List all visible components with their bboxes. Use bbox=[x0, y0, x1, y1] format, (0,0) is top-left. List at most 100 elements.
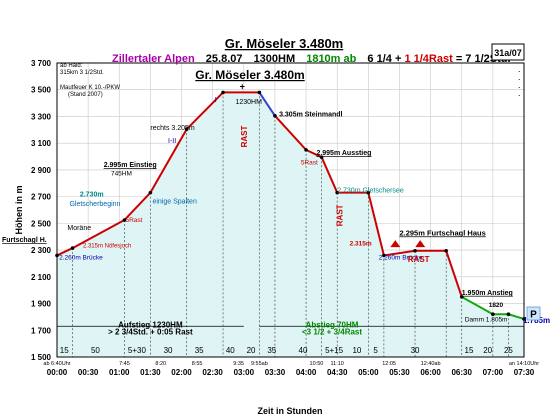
dot-3: . bbox=[518, 88, 521, 98]
profile-segment bbox=[383, 249, 416, 257]
segment-minutes-label: 20 bbox=[247, 346, 256, 355]
x-tick-label: 03:00 bbox=[234, 368, 255, 377]
profile-segment bbox=[186, 91, 224, 130]
rechts-label: rechts 3.205m bbox=[150, 125, 195, 132]
x-tick-label: 02:00 bbox=[171, 368, 192, 377]
tour-code: 31a/07 bbox=[494, 48, 522, 58]
clock-time-label: an 14:10Uhr bbox=[509, 361, 539, 367]
x-tick-label: 06:30 bbox=[451, 368, 472, 377]
subtitle-time-a: 6 1/4 + bbox=[367, 53, 404, 65]
x-tick-label: 00:30 bbox=[78, 368, 99, 377]
moraene-label: Moräne bbox=[67, 225, 91, 232]
clock-time-label: 9:35 bbox=[233, 361, 244, 367]
p1820-label: 1820 bbox=[489, 302, 504, 309]
y-tick-label: 3 700 bbox=[31, 59, 52, 68]
steinmandl-label: 3.305m Steinmandl bbox=[279, 111, 342, 118]
hut-icon bbox=[415, 240, 426, 248]
segment-minutes-label: 40 bbox=[226, 346, 235, 355]
segment-minutes-label: 5+30 bbox=[128, 346, 147, 355]
x-axis-title: Zeit in Stunden bbox=[258, 406, 323, 416]
x-tick-label: 04:30 bbox=[327, 368, 348, 377]
subtitle-date: 25.8.07 bbox=[206, 53, 243, 65]
x-tick-label: 01:30 bbox=[140, 368, 161, 377]
segment-minutes-label: 30 bbox=[164, 346, 173, 355]
segment-minutes-label: 25 bbox=[504, 346, 513, 355]
x-tick-label: 04:00 bbox=[296, 368, 317, 377]
x-tick-label: 07:00 bbox=[483, 368, 504, 377]
waypoint-point bbox=[273, 113, 277, 118]
chart-axes: 1 500 1 700 1 900 2 100 2 300 2 500 2 700 2 900… bbox=[31, 59, 535, 377]
segment-minutes-label: 35 bbox=[195, 346, 204, 355]
dot-1: . bbox=[518, 72, 521, 82]
y-tick-label: 2 100 bbox=[31, 273, 52, 282]
y-tick-label: 3 300 bbox=[31, 112, 52, 121]
waypoint-point bbox=[319, 155, 324, 160]
profile-segment bbox=[72, 219, 125, 249]
noefesjoch-label: 2.315m Nöfesjoch bbox=[83, 243, 131, 249]
y-tick-label: 2 500 bbox=[31, 219, 52, 228]
waypoint-point bbox=[506, 312, 511, 317]
x-tick-label: 03:30 bbox=[265, 368, 286, 377]
waypoint-point bbox=[335, 190, 340, 195]
note-line-2: Mautfeuer K 10.-/PKW bbox=[60, 85, 120, 91]
y-tick-label: 2 900 bbox=[31, 166, 52, 175]
bridge2-label: 2.260m Brücke bbox=[379, 254, 423, 261]
segment-minutes-label: 10 bbox=[352, 346, 361, 355]
subtitle-descent: 1810m ab bbox=[306, 53, 356, 65]
profile-segment bbox=[367, 192, 385, 256]
clock-time-label: 10:50 bbox=[310, 361, 324, 367]
y-axis-title: Höhen in m bbox=[14, 186, 24, 235]
x-tick-label: 05:30 bbox=[389, 368, 410, 377]
damm-label: Damm 1.805m bbox=[465, 317, 508, 324]
profile-area bbox=[57, 92, 524, 358]
y-tick-label: 2 700 bbox=[31, 193, 52, 202]
rast-vertical-label-1: RAST bbox=[240, 126, 249, 148]
clock-time-label: 11:10 bbox=[331, 361, 344, 367]
profile-segment bbox=[305, 148, 323, 159]
profile-segment bbox=[461, 295, 494, 316]
dot-0: . bbox=[518, 64, 521, 74]
grade-label-2: I bbox=[215, 97, 217, 104]
waypoint-point bbox=[382, 253, 386, 258]
clock-time-label: 12:40ab bbox=[421, 361, 441, 367]
summit-hm-label: 1230HM bbox=[235, 99, 262, 106]
x-tick-label: 01:00 bbox=[109, 368, 130, 377]
note-line-1: 315km 3 1/2Std. bbox=[60, 70, 104, 76]
p2315-label: 2.315m bbox=[350, 240, 372, 247]
summit-cross-label: + bbox=[240, 82, 245, 92]
waypoint-point bbox=[366, 190, 371, 195]
x-tick-label: 06:00 bbox=[420, 368, 441, 377]
subtitle-region: Zillertaler Alpen bbox=[112, 53, 195, 65]
y-tick-label: 1 700 bbox=[31, 326, 52, 335]
waypoint-point bbox=[413, 248, 417, 253]
waypoint-point bbox=[304, 148, 308, 152]
gletscherbeginn-label: Gletscherbeginn bbox=[69, 201, 120, 208]
code-box bbox=[491, 43, 525, 61]
einstieg-sub-label: 745HM bbox=[111, 170, 132, 177]
waypoint-point bbox=[184, 127, 189, 131]
waypoint-point bbox=[257, 90, 262, 95]
p2730-label: 2.730m bbox=[80, 192, 104, 199]
segment-minutes-label: 15 bbox=[60, 346, 69, 355]
profile-segment bbox=[274, 115, 307, 151]
dot-2: . bbox=[518, 80, 521, 90]
x-tick-label: 00:00 bbox=[47, 368, 68, 377]
profile-segment bbox=[149, 128, 188, 194]
clock-time-label: ab 6:40Uhr bbox=[43, 361, 70, 367]
rast5b-label: 5Rast bbox=[301, 160, 318, 167]
parking-icon bbox=[526, 306, 541, 321]
clock-time-label: 12:05 bbox=[382, 361, 396, 367]
rast-vertical-label-2: RAST bbox=[335, 204, 344, 226]
profile-segment bbox=[258, 91, 276, 117]
end-label: 1.785m bbox=[523, 316, 550, 325]
waypoint-point bbox=[444, 248, 448, 253]
segment-minutes-label: 5+15 bbox=[325, 346, 344, 355]
furtschagl-label: 2.295m Furtschagl Haus bbox=[399, 228, 485, 237]
start-label: Furtschagl H. bbox=[2, 237, 47, 244]
chart-title: Gr. Möseler 3.480m bbox=[225, 36, 344, 51]
einstieg-label: 2.995m Einstieg bbox=[104, 162, 157, 169]
clock-time-label: 8:20 bbox=[155, 361, 166, 367]
x-tick-label: 05:00 bbox=[358, 368, 379, 377]
clock-time-label: 9:55ab bbox=[251, 361, 268, 367]
